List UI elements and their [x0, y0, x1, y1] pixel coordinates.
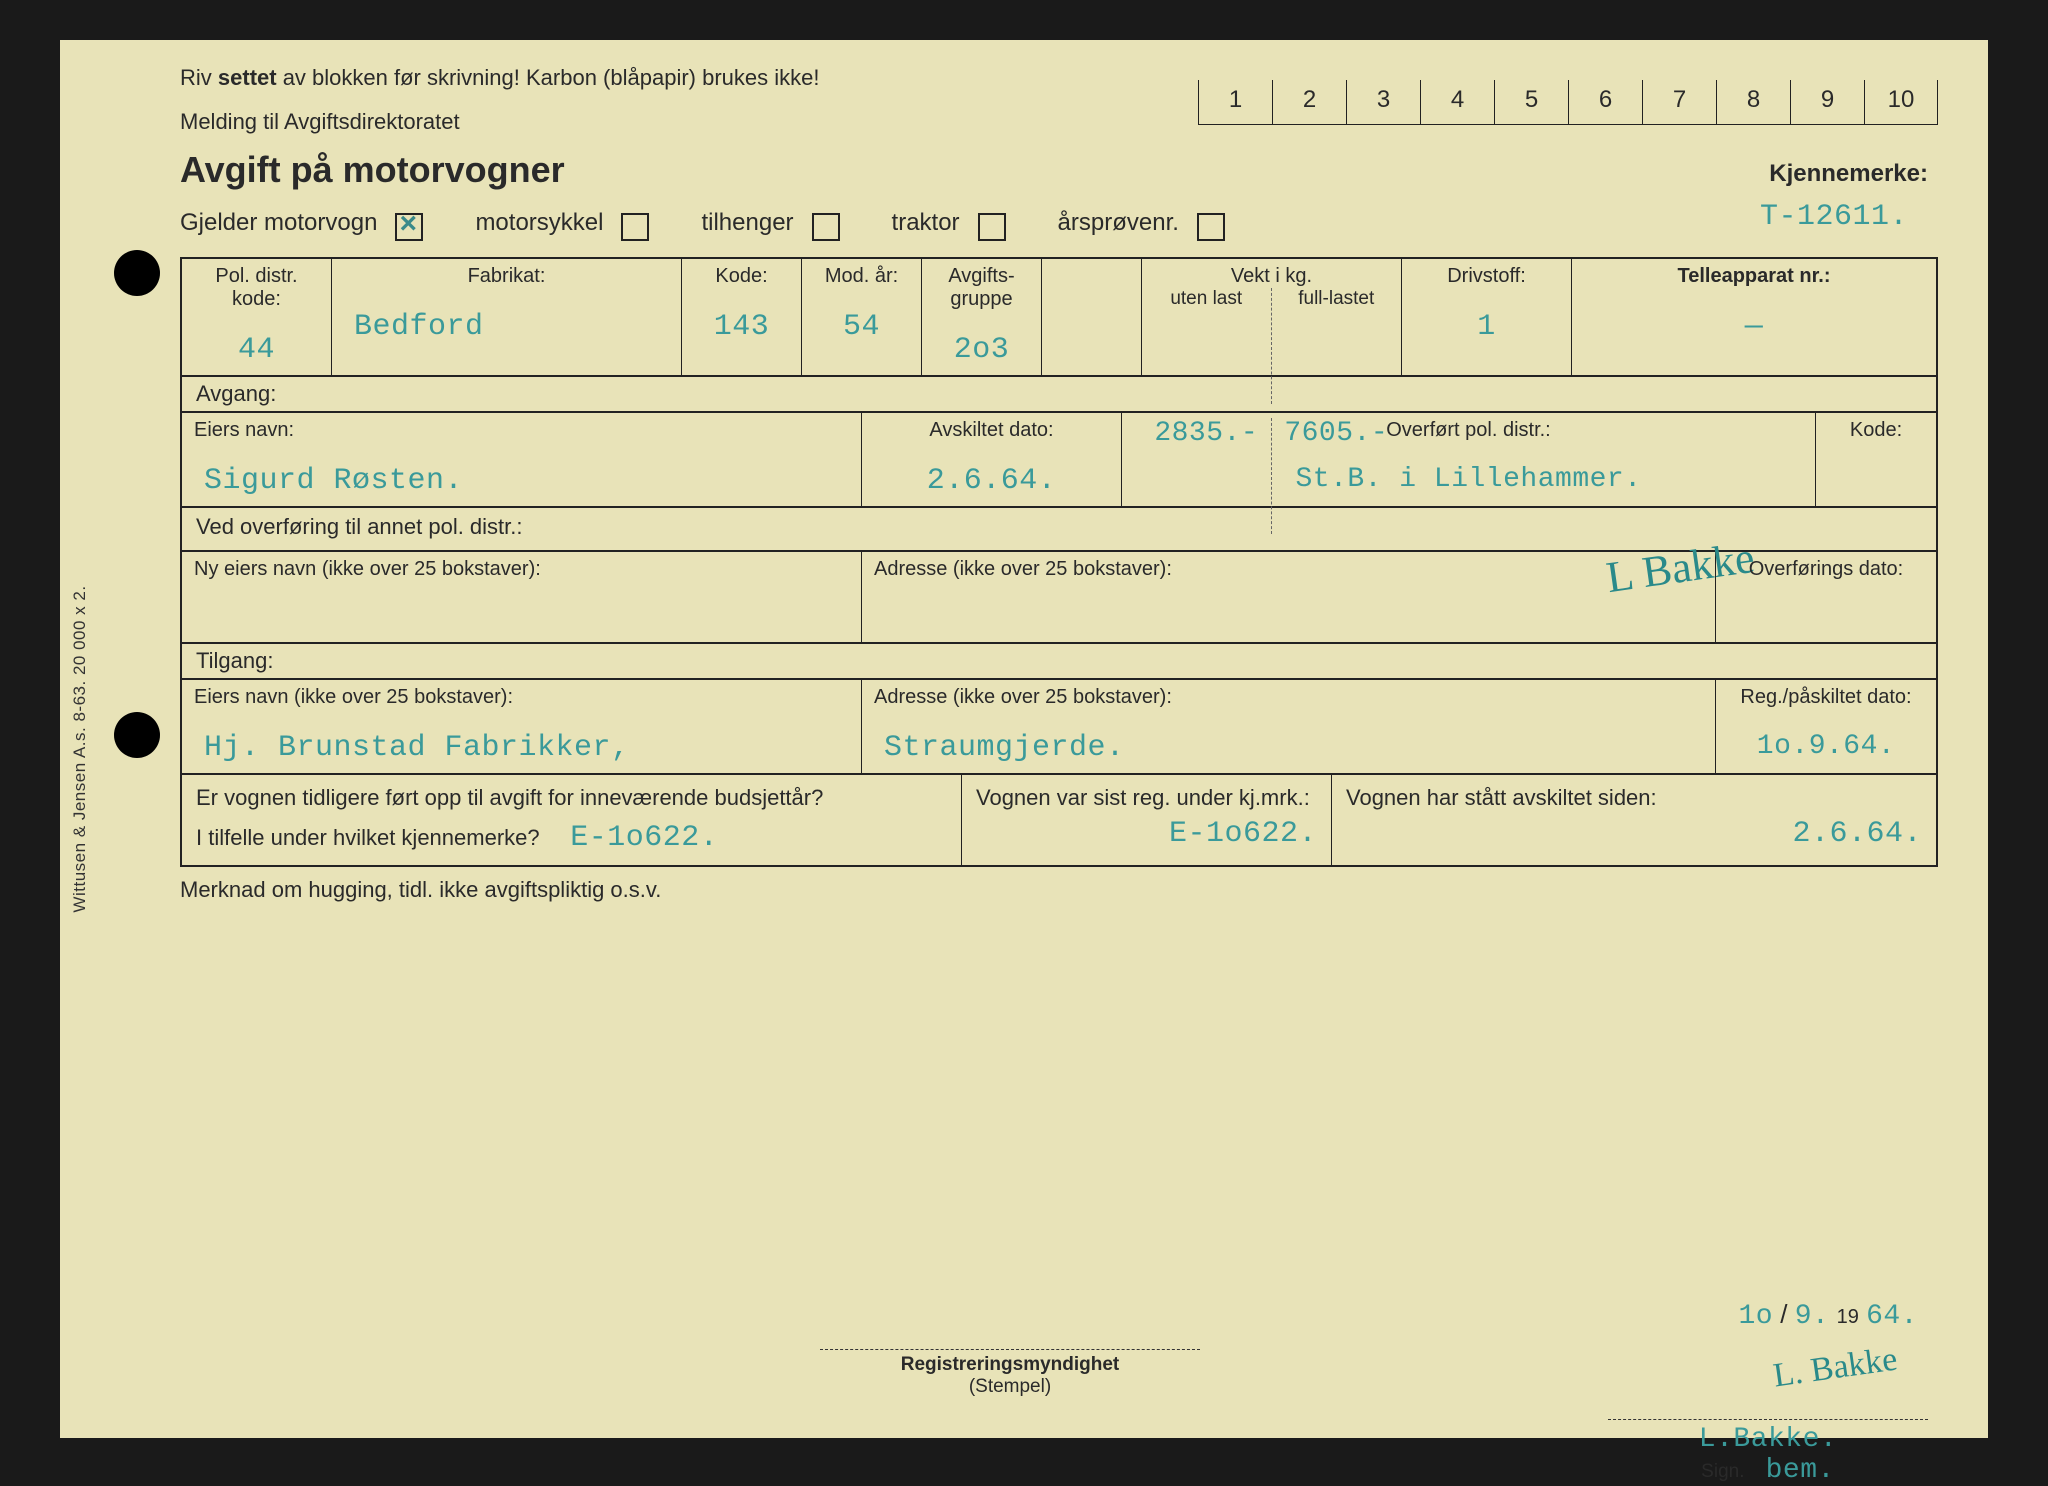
kjennemerke-value: T-12611. — [1760, 200, 1908, 234]
q2-label: I tilfelle under hvilket kjennemerke? — [196, 825, 540, 850]
bottom-box: Er vognen tidligere ført opp til avgift … — [180, 775, 1938, 867]
eiers-navn-value: Sigurd Røsten. — [194, 464, 849, 498]
footer: 1o / 9. 19 64. Registreringsmyndighet (S… — [820, 1349, 1928, 1398]
tilgang-header: Tilgang: — [180, 644, 1938, 680]
avgang-kode-label: Kode: — [1828, 419, 1924, 442]
q2-value: E-1o622. — [570, 821, 718, 855]
nyeier-box: Ny eiers navn (ikke over 25 bokstaver): … — [180, 552, 1938, 644]
overforings-dato-label: Overførings dato: — [1728, 558, 1924, 581]
form-title: Avgift på motorvogner — [180, 149, 1938, 191]
reg-authority-line: Registreringsmyndighet (Stempel) — [820, 1349, 1200, 1398]
number-strip: 1 2 3 4 5 6 7 8 9 10 — [1198, 80, 1938, 125]
vehicle-data-box: Pol. distr. kode: 44 Fabrikat: Bedford K… — [180, 257, 1938, 377]
avskiltet-label: Avskiltet dato: — [874, 419, 1109, 442]
checkbox-arsprovenr[interactable] — [1197, 213, 1225, 241]
form-card: Wittusen & Jensen A.s. 8-63. 20 000 x 2.… — [60, 40, 1988, 1438]
signature: L. Bakke — [1771, 1341, 1900, 1396]
avskiltet-siden-value: 2.6.64. — [1792, 817, 1922, 851]
vekt-label: Vekt i kg. — [1142, 259, 1401, 288]
avgang-box: Eiers navn: Sigurd Røsten. Avskiltet dat… — [180, 413, 1938, 508]
nyeier-label: Ny eiers navn (ikke over 25 bokstaver): — [194, 558, 849, 581]
tilgang-eiers-label: Eiers navn (ikke over 25 bokstaver): — [194, 686, 849, 709]
date-line: 1o / 9. 19 64. — [1738, 1299, 1918, 1332]
avskiltet-value: 2.6.64. — [874, 464, 1109, 498]
merknad-label: Merknad om hugging, tidl. ikke avgiftspl… — [180, 877, 1938, 903]
eiers-navn-label: Eiers navn: — [194, 419, 849, 442]
vekt-uten-label: uten last — [1142, 288, 1272, 404]
nyeier-adresse-label: Adresse (ikke over 25 bokstaver): — [874, 558, 1703, 581]
tilgang-eiers-value: Hj. Brunstad Fabrikker, — [194, 731, 849, 765]
telleapparat-label: Telleapparat nr.: — [1584, 265, 1924, 288]
fabrikat-label: Fabrikat: — [344, 265, 669, 288]
pol-value: 44 — [194, 333, 319, 367]
pol-label: Pol. distr. kode: — [194, 265, 319, 311]
avskiltet-siden-label: Vognen har stått avskiltet siden: — [1346, 785, 1922, 811]
tilgang-adresse-value: Straumgjerde. — [874, 731, 1703, 765]
avgiftsgruppe-label: Avgifts-gruppe — [934, 265, 1029, 311]
overfort-label: Overført pol. distr.: — [1134, 419, 1803, 442]
kjennemerke-label: Kjennemerke: — [1769, 160, 1928, 188]
sign-name: L.Bakke. — [1699, 1424, 1837, 1455]
drivstoff-label: Drivstoff: — [1414, 265, 1559, 288]
modar-value: 54 — [814, 310, 909, 344]
sign-line: L.Bakke. Sign. bem. — [1608, 1419, 1928, 1486]
tilgang-adresse-label: Adresse (ikke over 25 bokstaver): — [874, 686, 1703, 709]
punch-hole — [114, 250, 160, 296]
kode-value: 143 — [694, 310, 789, 344]
vekt-full-label: full-lastet — [1272, 288, 1402, 404]
drivstoff-value: 1 — [1414, 310, 1559, 344]
overfort-value: St.B. i Lillehammer. — [1134, 464, 1803, 495]
kode-label: Kode: — [694, 265, 789, 288]
modar-label: Mod. år: — [814, 265, 909, 288]
checkbox-motorsykkel[interactable] — [621, 213, 649, 241]
sist-reg-value: E-1o622. — [1169, 817, 1317, 851]
sist-reg-label: Vognen var sist reg. under kj.mrk.: — [976, 785, 1317, 811]
tilgang-box: Eiers navn (ikke over 25 bokstaver): Hj.… — [180, 680, 1938, 775]
telleapparat-value: — — [1584, 310, 1924, 344]
avgang-header: Avgang: — [180, 377, 1938, 413]
checkbox-motorvogn[interactable] — [395, 213, 423, 241]
checkbox-traktor[interactable] — [978, 213, 1006, 241]
reg-dato-label: Reg./påskiltet dato: — [1728, 686, 1924, 709]
fabrikat-value: Bedford — [344, 310, 669, 344]
punch-hole — [114, 712, 160, 758]
q1-label: Er vognen tidligere ført opp til avgift … — [196, 785, 947, 811]
vehicle-type-row: Gjelder motorvogn motorsykkel tilhenger … — [180, 209, 1938, 237]
reg-dato-value: 1o.9.64. — [1728, 731, 1924, 762]
printer-mark: Wittusen & Jensen A.s. 8-63. 20 000 x 2. — [70, 585, 90, 912]
checkbox-tilhenger[interactable] — [812, 213, 840, 241]
avgiftsgruppe-value: 2o3 — [934, 333, 1029, 367]
